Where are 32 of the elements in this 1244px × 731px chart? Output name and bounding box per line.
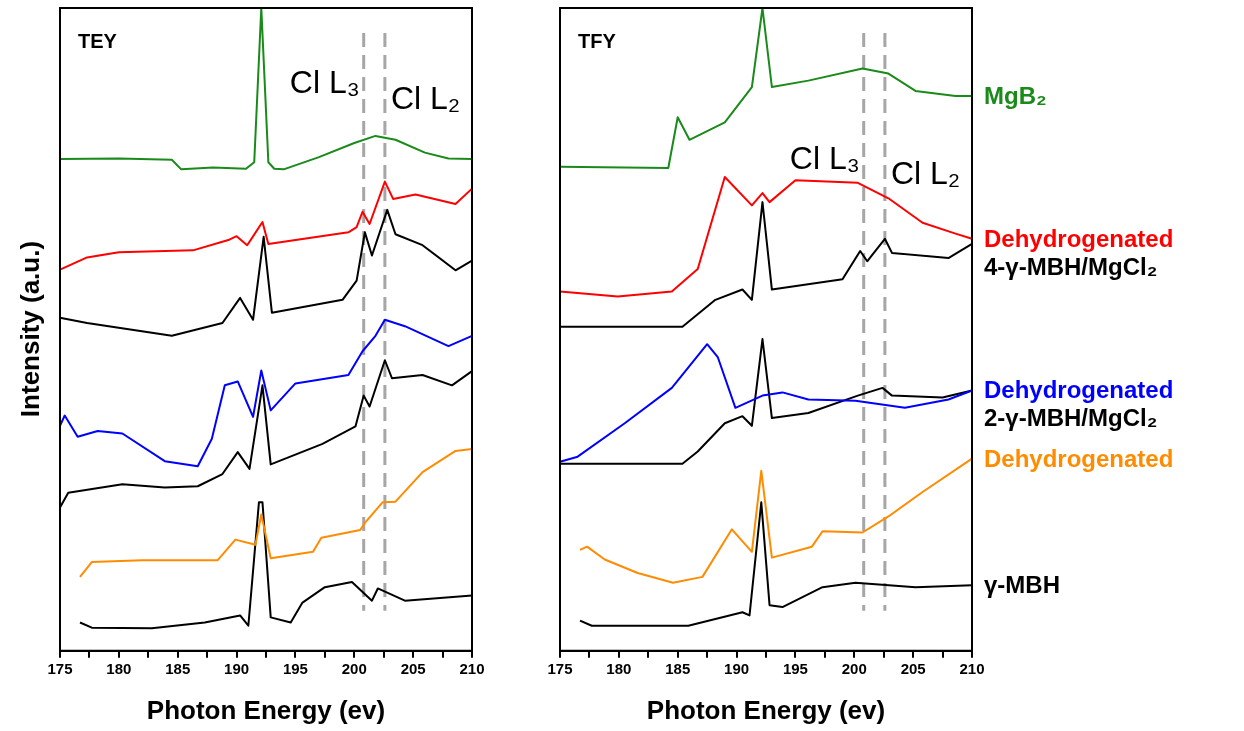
series-label: 2-γ-MBH/MgCl₂	[984, 404, 1158, 433]
series-label: Dehydrogenated	[984, 224, 1174, 253]
x-tick-label: 180	[606, 659, 632, 677]
annotation: TFY	[578, 30, 616, 53]
x-tick-label: 180	[106, 659, 132, 677]
ref-line-label: Cl L₂	[890, 155, 961, 192]
x-tick-label: 185	[665, 659, 691, 677]
series-label: 4-γ-MBH/MgCl₂	[984, 252, 1158, 281]
ref-line-label: Cl L₂	[390, 80, 461, 117]
series-label: Dehydrogenated	[984, 376, 1174, 405]
x-tick-label: 175	[47, 659, 73, 677]
series-label: Dehydrogenated	[984, 444, 1174, 473]
x-axis-title: Photon Energy (ev)	[646, 694, 886, 725]
x-tick-label: 200	[841, 659, 867, 677]
x-tick-label: 190	[224, 659, 250, 677]
ref-line-label: Cl L₃	[789, 140, 860, 177]
x-tick-label: 185	[165, 659, 191, 677]
x-tick-label: 195	[782, 659, 808, 677]
x-tick-label: 175	[547, 659, 573, 677]
y-axis-title: Intensity (a.u.)	[14, 241, 46, 418]
x-tick-label: 190	[724, 659, 750, 677]
x-axis-title: Photon Energy (ev)	[146, 694, 386, 725]
x-tick-label: 205	[900, 659, 926, 677]
x-tick-label: 210	[959, 659, 985, 677]
x-tick-label: 205	[400, 659, 426, 677]
x-tick-label: 200	[341, 659, 367, 677]
annotation: TEY	[78, 30, 117, 53]
series-label: MgB₂	[984, 82, 1047, 111]
series-label: γ-MBH	[984, 571, 1060, 600]
x-tick-label: 195	[282, 659, 308, 677]
x-tick-label: 210	[459, 659, 485, 677]
ref-line-label: Cl L₃	[289, 64, 360, 101]
